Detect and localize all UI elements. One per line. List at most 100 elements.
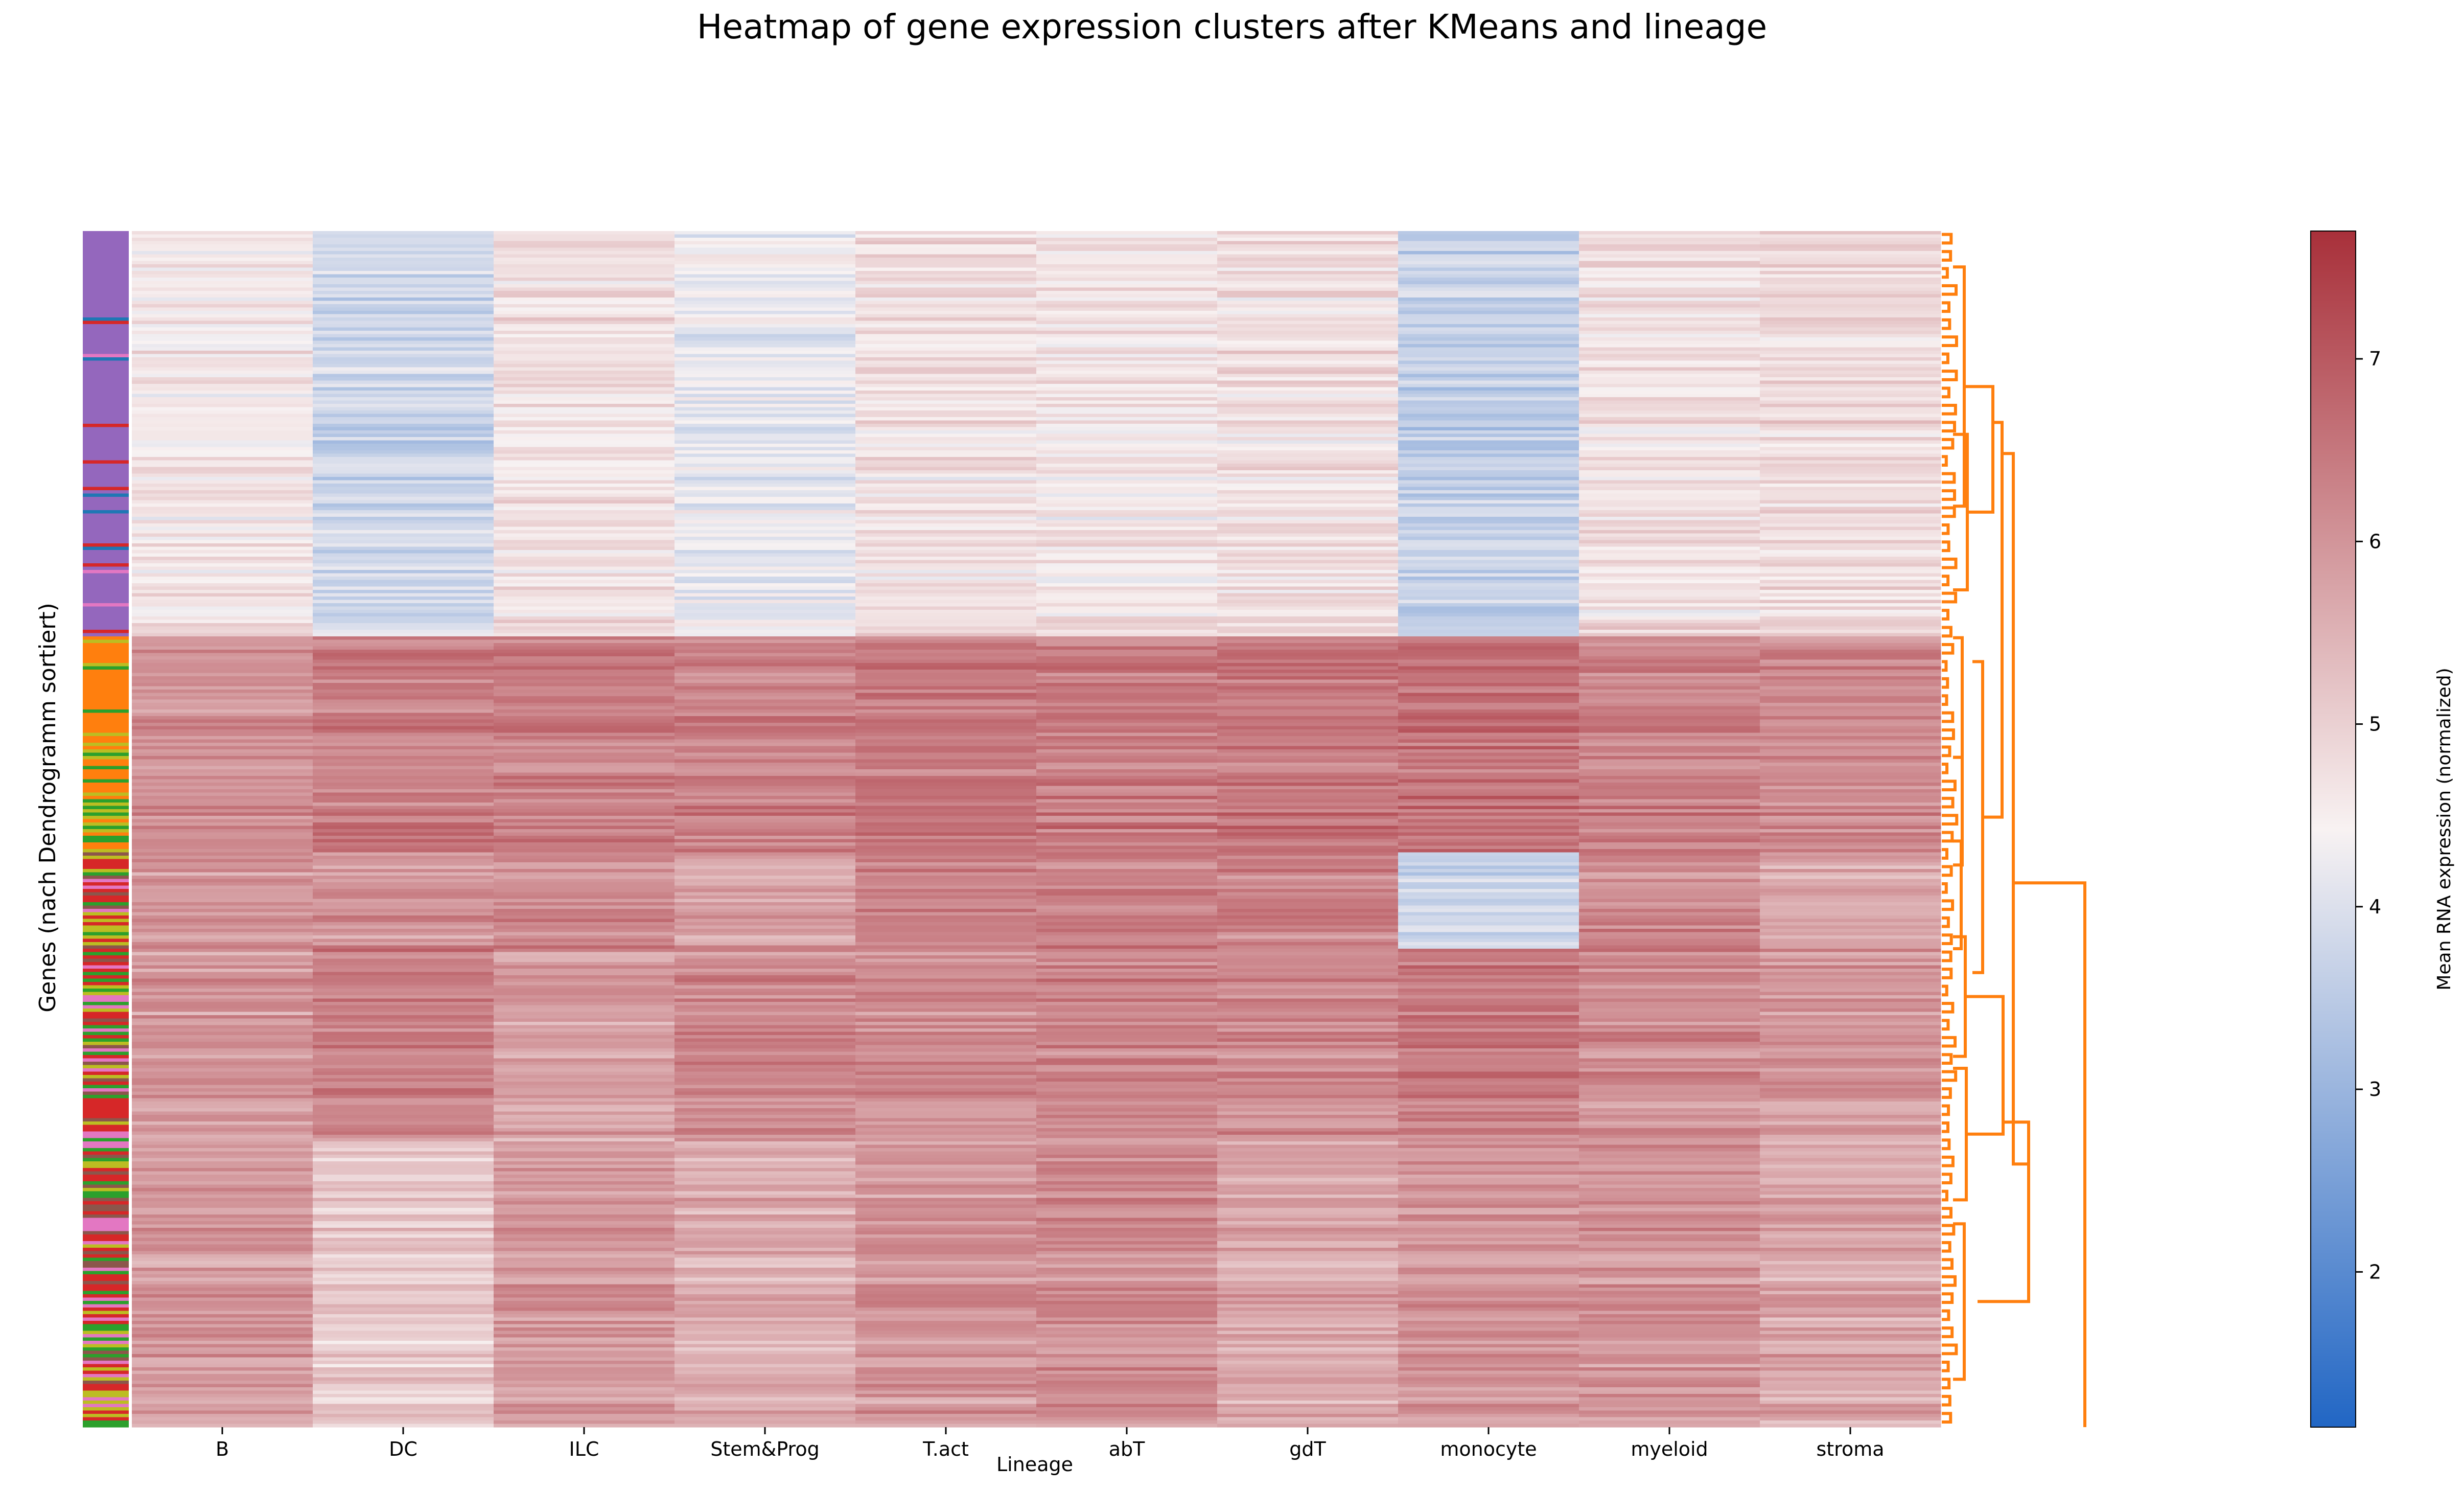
cluster-strip-segment <box>83 320 129 325</box>
heatmap-cell <box>675 1058 856 1062</box>
heatmap-cell <box>132 1317 313 1321</box>
heatmap-cell <box>675 806 856 810</box>
heatmap-cell <box>1760 424 1941 428</box>
heatmap-cell <box>1398 620 1579 624</box>
heatmap-cell <box>1398 1022 1579 1026</box>
heatmap-cell <box>1760 636 1941 640</box>
heatmap-cell <box>494 766 675 770</box>
heatmap-cell <box>1036 670 1218 674</box>
heatmap-cell <box>1217 1155 1399 1159</box>
heatmap-cell <box>1760 610 1941 614</box>
heatmap-cell <box>1398 862 1579 866</box>
heatmap-cell <box>1217 869 1399 873</box>
heatmap-cell <box>1579 327 1760 331</box>
heatmap-cell <box>494 856 675 860</box>
heatmap-cell <box>1398 457 1579 461</box>
heatmap-cell <box>313 756 494 760</box>
heatmap-cell <box>132 842 313 846</box>
heatmap-cell <box>1760 952 1941 956</box>
cluster-strip-segment <box>83 566 129 570</box>
heatmap-cell <box>1398 723 1579 727</box>
heatmap-cell <box>1217 510 1399 514</box>
heatmap-cell <box>1579 909 1760 913</box>
heatmap-cell <box>675 301 856 305</box>
heatmap-cell <box>855 484 1037 488</box>
heatmap-cell <box>1398 1341 1579 1345</box>
dendrogram-link <box>1942 899 1955 911</box>
heatmap-cell <box>1760 271 1941 275</box>
heatmap-cell <box>855 314 1037 318</box>
heatmap-cell <box>494 739 675 743</box>
heatmap-cell <box>855 271 1037 275</box>
heatmap-cell <box>1760 1410 1941 1414</box>
dendrogram-link <box>1942 762 1949 774</box>
heatmap-cell <box>675 507 856 511</box>
heatmap-cell <box>1398 357 1579 361</box>
heatmap-cell <box>1579 500 1760 504</box>
heatmap-cell <box>855 523 1037 528</box>
heatmap-cell <box>1760 580 1941 584</box>
heatmap-cell <box>1036 410 1218 415</box>
heatmap-cell <box>1217 713 1399 717</box>
cluster-strip-segment <box>83 517 129 521</box>
heatmap-cell <box>675 1424 856 1428</box>
heatmap-cell <box>855 284 1037 288</box>
cluster-strip-segment <box>83 264 129 268</box>
heatmap-cell <box>1036 351 1218 355</box>
heatmap-cell <box>313 400 494 404</box>
heatmap-cell <box>1760 1387 1941 1391</box>
heatmap-cell <box>132 1374 313 1378</box>
heatmap-cell <box>1760 1241 1941 1245</box>
cluster-strip-segment <box>83 1082 129 1086</box>
heatmap-cell <box>494 537 675 541</box>
heatmap-cell <box>1760 467 1941 471</box>
heatmap-cell <box>675 533 856 537</box>
heatmap-cell <box>1217 337 1399 341</box>
heatmap-cell <box>855 340 1037 345</box>
heatmap-cell <box>1579 603 1760 607</box>
heatmap-cell <box>675 989 856 993</box>
heatmap-cell <box>1036 1158 1218 1162</box>
heatmap-cell <box>855 520 1037 524</box>
heatmap-cell <box>1579 307 1760 311</box>
heatmap-cell <box>1579 577 1760 581</box>
heatmap-cell <box>132 1321 313 1325</box>
cluster-strip-segment <box>83 1384 129 1388</box>
heatmap-cell <box>1217 792 1399 796</box>
heatmap-cell <box>675 1288 856 1292</box>
heatmap-cell <box>1036 1078 1218 1082</box>
heatmap-cell <box>675 470 856 474</box>
heatmap-cell <box>1036 274 1218 278</box>
heatmap-cell <box>1036 1274 1218 1278</box>
heatmap-cell <box>1760 703 1941 707</box>
heatmap-cell <box>1217 889 1399 893</box>
heatmap-cell <box>1579 869 1760 873</box>
heatmap-cell <box>855 1341 1037 1345</box>
x-tick-label: Stem&Prog <box>710 1438 819 1460</box>
heatmap-cell <box>1579 480 1760 484</box>
heatmap-cell <box>1760 756 1941 760</box>
heatmap-cell <box>494 1317 675 1321</box>
cluster-strip-segment <box>83 1341 129 1345</box>
heatmap-column-ilc <box>494 231 675 1428</box>
cluster-strip-segment <box>83 1214 129 1219</box>
heatmap-cell <box>675 238 856 242</box>
heatmap-cell <box>132 1082 313 1086</box>
heatmap-cell <box>1398 1350 1579 1355</box>
heatmap-cell <box>132 1311 313 1315</box>
cluster-strip-segment <box>83 1327 129 1332</box>
heatmap-cell <box>855 630 1037 634</box>
heatmap-cell <box>1217 859 1399 863</box>
heatmap-column-stem-prog <box>675 231 856 1428</box>
heatmap-cell <box>675 543 856 547</box>
cluster-strip-segment <box>83 1095 129 1099</box>
heatmap-cell <box>1760 1048 1941 1052</box>
heatmap-cell <box>855 822 1037 827</box>
heatmap-cell <box>494 580 675 584</box>
cluster-strip-segment <box>83 1244 129 1248</box>
heatmap-cell <box>313 1317 494 1321</box>
heatmap-cell <box>494 444 675 448</box>
heatmap-cell <box>1579 344 1760 348</box>
heatmap-cell <box>313 616 494 621</box>
heatmap-cell <box>1760 247 1941 251</box>
